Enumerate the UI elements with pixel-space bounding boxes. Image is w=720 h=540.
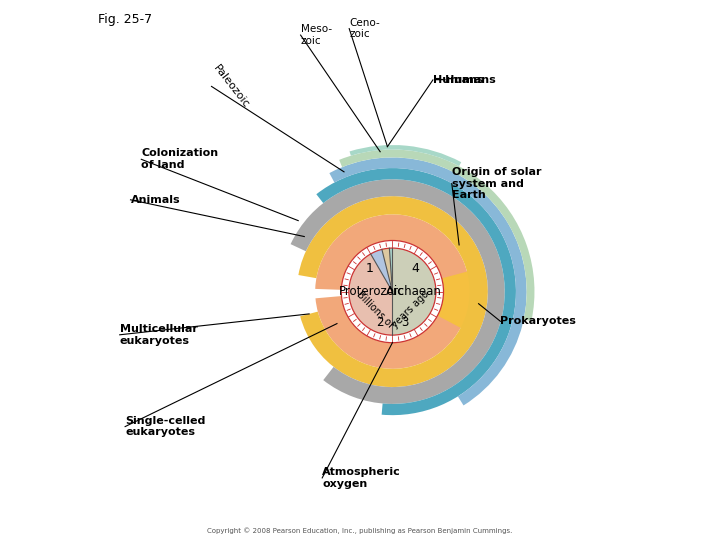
Wedge shape: [315, 214, 469, 369]
Wedge shape: [371, 248, 392, 292]
Text: Ceno-
zoic: Ceno- zoic: [349, 18, 380, 39]
Text: Colonization
of land: Colonization of land: [141, 148, 218, 170]
Text: Meso-
zoic: Meso- zoic: [301, 24, 332, 46]
Wedge shape: [316, 168, 516, 415]
Text: Origin of solar
system and
Earth: Origin of solar system and Earth: [452, 167, 541, 200]
Wedge shape: [341, 240, 444, 343]
Text: Archaean: Archaean: [385, 285, 441, 298]
Wedge shape: [382, 248, 392, 292]
Wedge shape: [291, 179, 505, 404]
Text: Prokaryotes: Prokaryotes: [500, 316, 576, 326]
Text: Proterozoic: Proterozoic: [338, 285, 404, 298]
Text: Single-celled
eukaryotes: Single-celled eukaryotes: [125, 416, 205, 437]
Text: 1: 1: [366, 262, 374, 275]
Text: Fig. 25-7: Fig. 25-7: [98, 14, 152, 26]
Wedge shape: [390, 248, 392, 292]
Text: Animals: Animals: [130, 195, 180, 205]
Wedge shape: [349, 248, 392, 335]
Wedge shape: [438, 268, 482, 334]
Wedge shape: [329, 157, 526, 406]
Text: Copyright © 2008 Pearson Education, Inc., publishing as Pearson Benjamin Cumming: Copyright © 2008 Pearson Education, Inc.…: [207, 527, 513, 534]
Text: Multicellular
eukaryotes: Multicellular eukaryotes: [120, 324, 197, 346]
Wedge shape: [392, 248, 436, 335]
Text: 3: 3: [401, 316, 409, 329]
Text: 2: 2: [376, 316, 384, 329]
Text: Atmospheric
oxygen: Atmospheric oxygen: [323, 467, 401, 489]
Text: Billions of: Billions of: [354, 289, 395, 330]
Text: Paleozoic: Paleozoic: [212, 63, 251, 110]
Wedge shape: [349, 145, 462, 166]
Text: 4: 4: [411, 262, 419, 275]
Wedge shape: [339, 150, 534, 321]
Text: Humans: Humans: [433, 75, 484, 85]
Wedge shape: [298, 196, 488, 387]
Text: years ago: years ago: [390, 289, 431, 330]
Text: —Humans: —Humans: [435, 75, 496, 85]
